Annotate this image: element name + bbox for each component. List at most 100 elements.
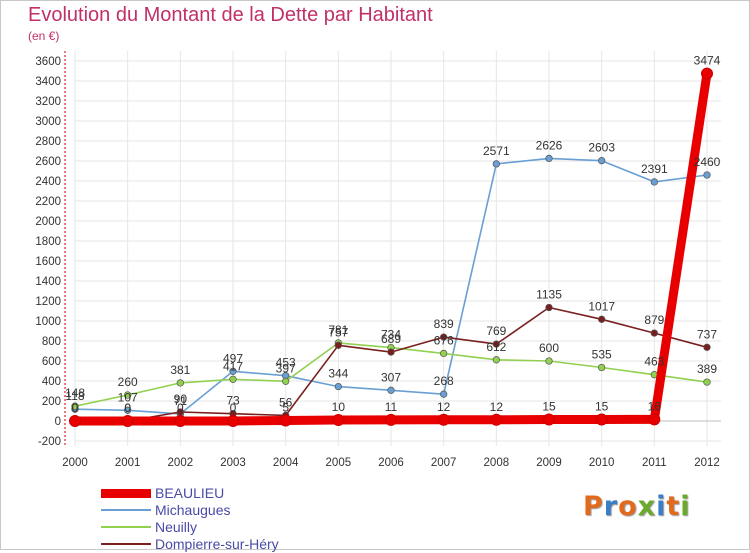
legend-item: Dompierre-sur-Héry xyxy=(101,536,361,553)
data-point xyxy=(703,378,711,386)
data-label: 148 xyxy=(65,386,85,400)
data-point xyxy=(440,333,448,341)
x-tick-label: 2007 xyxy=(431,457,457,469)
data-point xyxy=(650,178,658,186)
data-point xyxy=(598,157,606,165)
y-tick-label: 2800 xyxy=(35,136,61,148)
data-label: 463 xyxy=(644,355,664,369)
data-label: 497 xyxy=(223,351,243,365)
data-point xyxy=(124,406,132,414)
logo-letter: x xyxy=(637,491,657,522)
data-label: 397 xyxy=(276,361,296,375)
data-point xyxy=(229,375,237,383)
chart-title: Evolution du Montant de la Dette par Hab… xyxy=(28,4,433,26)
data-point xyxy=(385,413,397,426)
y-tick-label: 1800 xyxy=(35,236,61,248)
data-point xyxy=(701,67,713,80)
y-tick-label: 3400 xyxy=(35,76,61,88)
x-tick-label: 2000 xyxy=(62,457,88,469)
data-label: 15 xyxy=(595,400,609,414)
y-tick-label: 2400 xyxy=(35,176,61,188)
data-point xyxy=(492,340,500,348)
data-label: 389 xyxy=(697,362,717,376)
data-point xyxy=(490,413,503,426)
axes: -200020040060080010001200140016001800200… xyxy=(35,51,721,469)
x-tick-label: 2001 xyxy=(115,457,141,469)
y-tick-label: 600 xyxy=(42,356,61,368)
data-label: 689 xyxy=(381,332,401,346)
data-label: 381 xyxy=(170,363,190,377)
data-point xyxy=(334,341,342,349)
data-label: 453 xyxy=(276,356,296,370)
logo-letter: i xyxy=(656,491,667,522)
data-label: 734 xyxy=(381,328,401,342)
y-tick-label: 2000 xyxy=(35,216,61,228)
y-tick-label: 2600 xyxy=(35,156,61,168)
data-labels: 0 0 0 0 5 10 11 12 12 15 15 16 3474 118 107 71 497 453 344… xyxy=(65,54,721,415)
data-point xyxy=(174,415,187,427)
data-label: 769 xyxy=(486,324,506,338)
data-label: 15 xyxy=(542,400,556,414)
data-point xyxy=(282,377,290,385)
data-label: 0 xyxy=(230,401,237,415)
data-label: 12 xyxy=(490,400,504,414)
data-label: 307 xyxy=(381,370,401,384)
data-label: 0 xyxy=(124,401,131,415)
logo-letter: t xyxy=(666,491,681,522)
data-point xyxy=(440,390,448,398)
data-point xyxy=(121,415,134,427)
y-tick-label: 0 xyxy=(55,416,61,428)
data-label: 0 xyxy=(72,401,79,415)
legend-label: Michaugues xyxy=(155,502,231,518)
data-label: 260 xyxy=(118,375,138,389)
y-tick-label: 3600 xyxy=(35,56,61,68)
data-point xyxy=(124,391,132,399)
data-label: 781 xyxy=(328,323,348,337)
logo-letter: o xyxy=(618,491,638,522)
data-label: 2571 xyxy=(483,144,510,158)
legend-label: Neuilly xyxy=(155,519,198,535)
x-tick-label: 2005 xyxy=(326,457,352,469)
data-point xyxy=(650,329,658,337)
data-label: 600 xyxy=(539,341,559,355)
y-tick-label: 2200 xyxy=(35,196,61,208)
grid-lines xyxy=(74,51,721,446)
y-tick-label: 1000 xyxy=(35,316,61,328)
data-label: 0 xyxy=(72,401,79,415)
data-label: 118 xyxy=(65,389,84,403)
data-label: 56 xyxy=(279,395,293,409)
data-point xyxy=(648,413,661,426)
data-point xyxy=(71,402,79,410)
y-tick-label: 3000 xyxy=(35,116,61,128)
data-point xyxy=(332,414,345,426)
data-point xyxy=(334,382,342,391)
x-tick-label: 2004 xyxy=(273,457,299,469)
legend-item: BEAULIEU xyxy=(101,485,361,502)
data-label: 535 xyxy=(592,348,612,362)
y-tick-label: 200 xyxy=(42,396,61,408)
logo-letter: r xyxy=(603,491,619,522)
data-label: 1017 xyxy=(588,299,615,313)
legend-item: Michaugues xyxy=(101,502,361,519)
data-label: 1135 xyxy=(536,288,562,302)
data-point xyxy=(703,171,711,179)
y-tick-label: 1200 xyxy=(35,296,61,308)
data-point xyxy=(387,348,395,356)
data-label: 10 xyxy=(332,400,346,414)
legend-swatch xyxy=(101,543,151,545)
data-point xyxy=(492,356,500,364)
data-label: 757 xyxy=(328,325,348,339)
x-tick-label: 2006 xyxy=(378,457,404,469)
data-label: 839 xyxy=(434,317,454,331)
data-label: 417 xyxy=(223,359,243,373)
data-label: 12 xyxy=(437,400,451,414)
data-point xyxy=(543,413,555,426)
data-label: 3474 xyxy=(694,54,721,68)
data-label: 2391 xyxy=(641,162,668,176)
data-point xyxy=(227,415,239,427)
y-tick-label: 1400 xyxy=(35,276,61,288)
data-label: 107 xyxy=(118,390,138,404)
x-tick-label: 2012 xyxy=(694,457,720,469)
data-label: 71 xyxy=(174,394,188,408)
